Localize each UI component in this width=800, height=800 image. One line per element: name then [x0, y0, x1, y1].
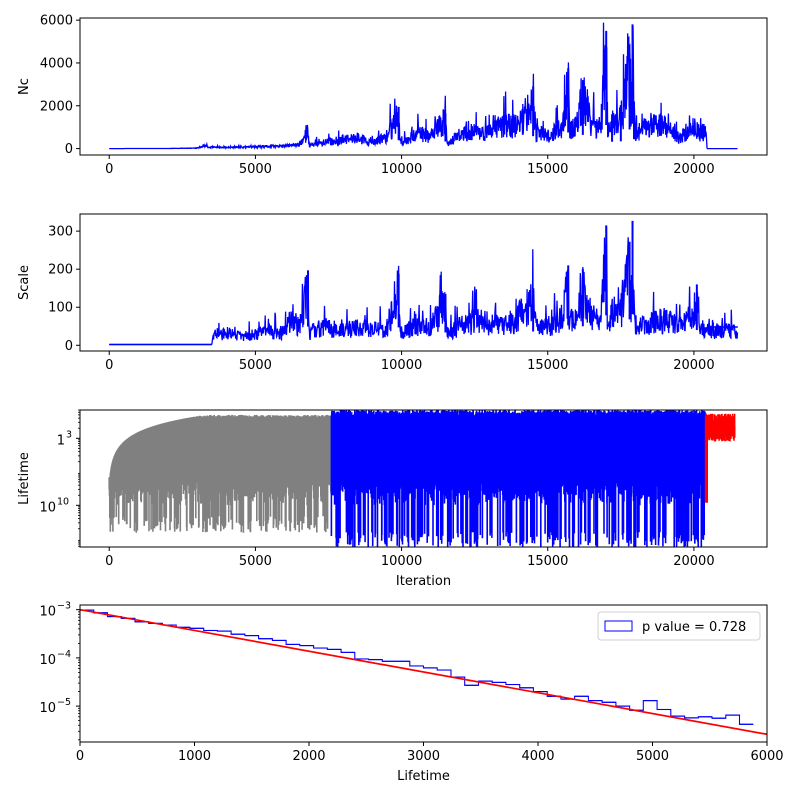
y-tick-label: 2000	[40, 99, 73, 114]
x-tick-label: 5000	[239, 162, 272, 177]
axes-frame-0	[79, 17, 768, 156]
x-tick-label: 5000	[239, 358, 272, 373]
y-tick-label: 200	[48, 263, 73, 278]
x-tick-label: 10000	[381, 162, 422, 177]
x-tick-label: 0	[105, 162, 113, 177]
y-tick-label-exponent: 10	[57, 496, 69, 507]
y-tick-label: 6000	[40, 14, 73, 29]
axes-frame-2	[79, 409, 768, 548]
y-tick-label-exponent: −3	[57, 601, 71, 612]
chart-lifetime: 0 5000 10000 15000 20000 10 10 1 3 Lifetime Iterat…	[17, 409, 768, 589]
x-tick-label: 1000	[178, 749, 211, 764]
y-tick-label-base: 10	[39, 653, 56, 668]
y-tick-label: 300	[48, 225, 73, 240]
y-axis-label: Scale	[17, 265, 32, 300]
y-tick-label: 0	[65, 142, 73, 157]
legend-label: p value = 0.728	[642, 620, 746, 635]
x-tick-label: 0	[105, 358, 113, 373]
series-tail	[704, 413, 736, 503]
series-samples	[330, 410, 707, 547]
x-tick-label: 5000	[636, 749, 669, 764]
axes-frame-1	[79, 213, 768, 352]
y-tick-label: 4000	[40, 56, 73, 71]
x-tick-label: 0	[105, 554, 113, 569]
x-tick-label: 5000	[239, 554, 272, 569]
legend: p value = 0.728	[597, 611, 761, 641]
chart-nc: 0 5000 10000 15000 20000 0 2000 4000 6000 Nc	[17, 14, 768, 177]
x-tick-label: 15000	[527, 554, 568, 569]
y-tick-label-base: 10	[39, 701, 56, 716]
legend-swatch	[604, 620, 633, 632]
series-line-nc	[109, 22, 738, 151]
x-tick-label: 4000	[521, 749, 554, 764]
series-line-scale	[109, 226, 739, 346]
y-tick-label: 0	[65, 339, 73, 354]
x-tick-label: 3000	[407, 749, 440, 764]
chart-scale: 0 5000 10000 15000 20000 0 100 200 300 Scale	[17, 213, 768, 373]
legend-box	[597, 611, 761, 641]
y-tick-label-base: 10	[39, 500, 56, 515]
series-burn-in	[108, 414, 333, 533]
x-tick-label: 2000	[292, 749, 325, 764]
x-tick-label: 20000	[673, 358, 714, 373]
x-axis-label: Lifetime	[397, 769, 450, 784]
y-axis-label: Lifetime	[17, 452, 32, 505]
x-tick-label: 15000	[527, 358, 568, 373]
x-tick-label: 15000	[527, 162, 568, 177]
x-tick-label: 6000	[750, 749, 783, 764]
x-tick-label: 20000	[673, 162, 714, 177]
y-tick-label-base: 1	[57, 433, 65, 448]
y-tick-label-exponent: 3	[66, 429, 72, 440]
y-tick-label-exponent: −4	[57, 649, 71, 660]
y-tick-label-base: 10	[39, 605, 56, 620]
x-tick-label: 0	[76, 749, 84, 764]
y-axis-label: Nc	[17, 78, 32, 95]
fit-line	[80, 608, 767, 736]
x-axis-label: Iteration	[396, 574, 451, 589]
y-tick-label: 100	[48, 301, 73, 316]
y-tick-label-exponent: −5	[57, 697, 71, 708]
x-tick-label: 10000	[381, 358, 422, 373]
x-tick-label: 20000	[673, 554, 714, 569]
x-tick-label: 10000	[381, 554, 422, 569]
